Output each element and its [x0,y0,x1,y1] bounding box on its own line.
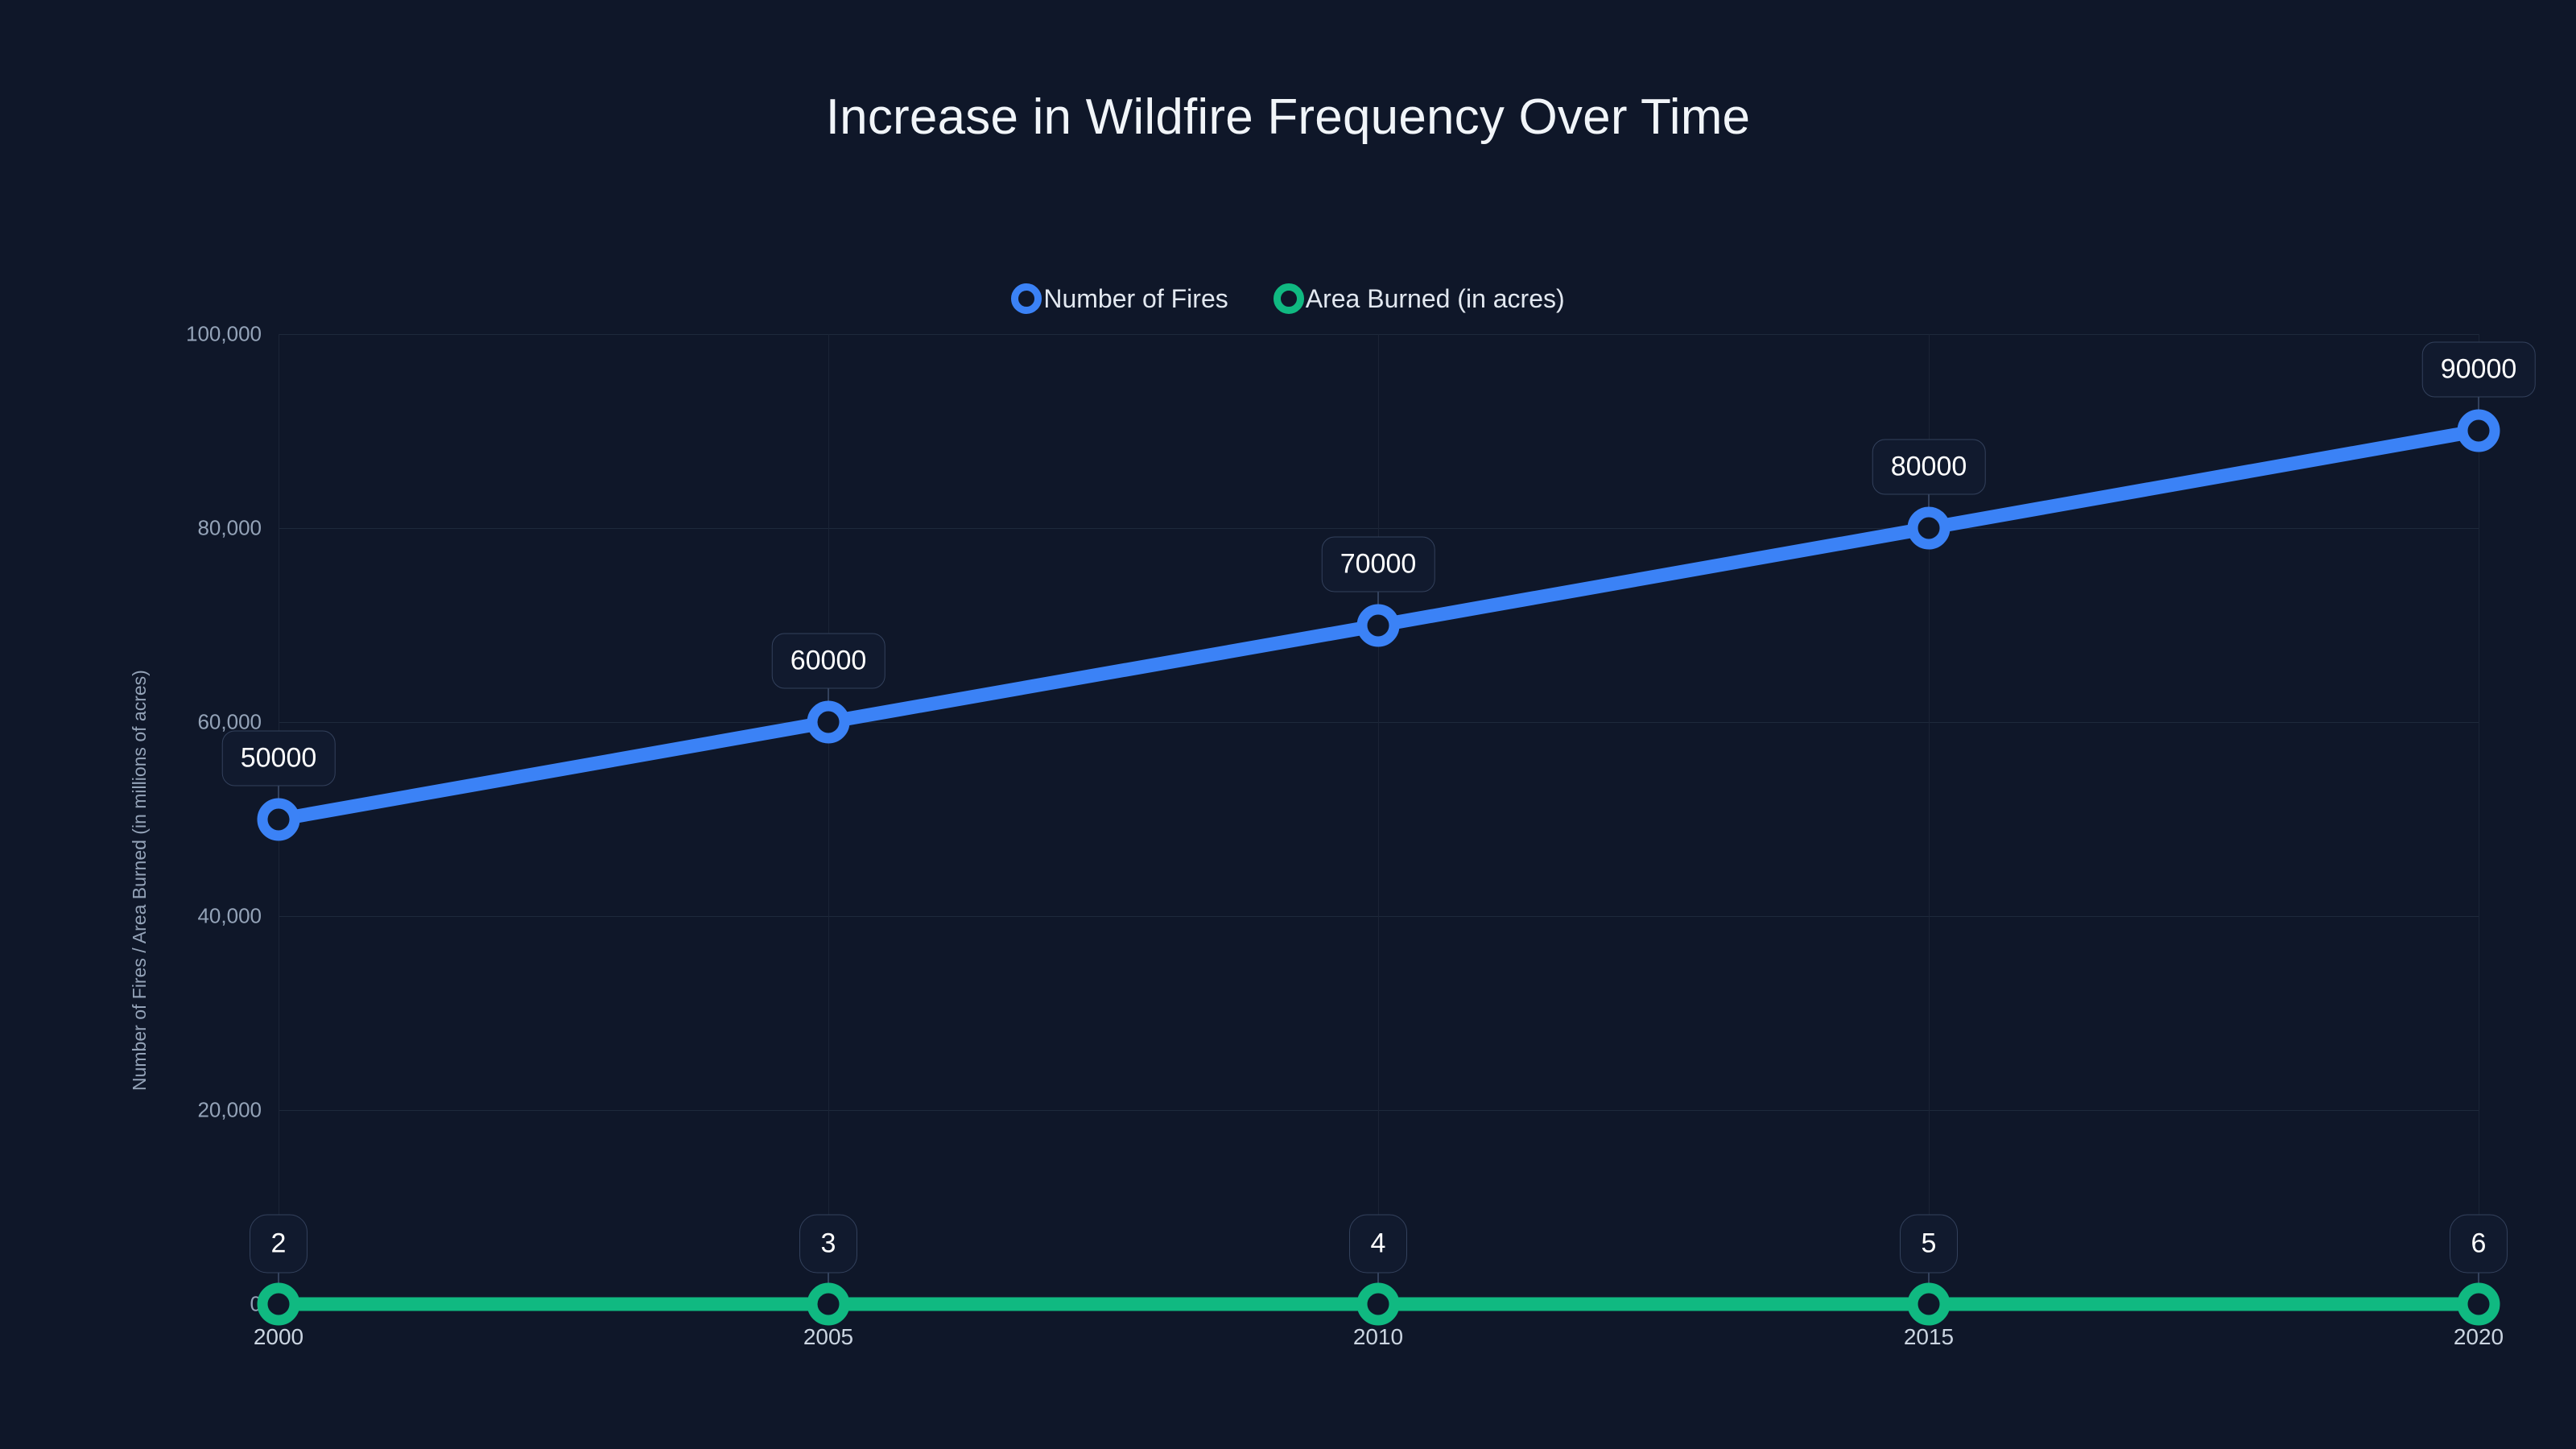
x-tick-label: 2005 [803,1324,854,1349]
data-label-area-burned: 3 [799,1214,857,1274]
gridline-vertical [1378,334,1379,1304]
data-point-marker-area-burned[interactable] [257,1282,300,1326]
data-label-area-burned: 6 [2450,1214,2508,1274]
gridline-vertical [1929,334,1930,1304]
y-tick-label: 60,000 [197,709,262,734]
data-point-marker-number-of-fires[interactable] [1907,506,1951,550]
data-point-marker-area-burned[interactable] [1356,1282,1400,1326]
x-tick-label: 2010 [1352,1324,1404,1349]
y-tick-label: 40,000 [197,903,262,928]
gridline-horizontal [279,334,2479,335]
data-label-area-burned: 2 [250,1214,308,1274]
data-label-area-burned: 5 [1900,1214,1958,1274]
x-tick-label: 2000 [253,1324,304,1349]
data-label-number-of-fires: 50000 [221,730,336,786]
data-label-area-burned: 4 [1349,1214,1407,1274]
data-point-marker-number-of-fires[interactable] [257,798,300,841]
data-point-marker-area-burned[interactable] [807,1282,850,1326]
gridline-horizontal [279,528,2479,529]
data-point-marker-number-of-fires[interactable] [807,700,850,744]
gridline-horizontal [279,722,2479,723]
y-tick-label: 20,000 [197,1097,262,1122]
chart-title: Increase in Wildfire Frequency Over Time [825,89,1751,145]
data-point-marker-area-burned[interactable] [1907,1282,1951,1326]
gridline-horizontal [279,916,2479,917]
data-label-number-of-fires: 80000 [1872,439,1986,495]
data-point-marker-area-burned[interactable] [2457,1282,2500,1326]
data-point-marker-number-of-fires[interactable] [1356,604,1400,647]
x-tick-label: 2015 [1903,1324,1955,1349]
data-point-marker-number-of-fires[interactable] [2457,409,2500,452]
data-label-number-of-fires: 90000 [2421,341,2536,398]
data-label-number-of-fires: 70000 [1321,536,1435,592]
data-label-number-of-fires: 60000 [771,633,886,689]
gridline-horizontal [279,1110,2479,1111]
x-tick-label: 2020 [2453,1324,2504,1349]
y-tick-label: 80,000 [197,515,262,540]
y-tick-label: 100,000 [186,321,262,346]
gridline-vertical [828,334,829,1304]
